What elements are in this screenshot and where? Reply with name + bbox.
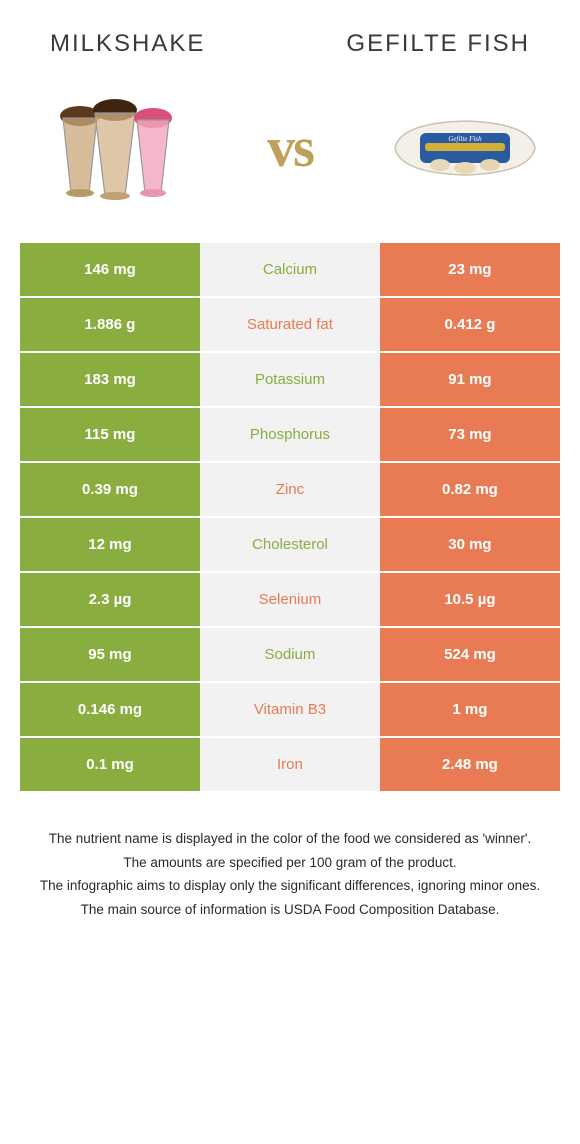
right-value-cell: 1 mg [380,683,560,736]
nutrient-row: 0.1 mgIron2.48 mg [20,738,560,793]
nutrient-name-cell: Saturated fat [200,298,380,351]
left-value-cell: 0.1 mg [20,738,200,791]
milkshake-icon [35,88,195,208]
footer-line: The infographic aims to display only the… [35,875,545,897]
nutrient-row: 183 mgPotassium91 mg [20,353,560,408]
nutrient-table: 146 mgCalcium23 mg1.886 gSaturated fat0.… [20,243,560,793]
nutrient-row: 1.886 gSaturated fat0.412 g [20,298,560,353]
header-row: Milkshake Gefilte fish [20,30,560,78]
nutrient-row: 0.146 mgVitamin B31 mg [20,683,560,738]
right-food-title: Gefilte fish [346,30,530,58]
left-value-cell: 1.886 g [20,298,200,351]
nutrient-name-cell: Iron [200,738,380,791]
nutrient-name-cell: Zinc [200,463,380,516]
right-value-cell: 23 mg [380,243,560,296]
footer-text: The nutrient name is displayed in the co… [20,828,560,920]
left-value-cell: 12 mg [20,518,200,571]
left-value-cell: 0.146 mg [20,683,200,736]
vs-label: vs [267,116,313,180]
left-value-cell: 0.39 mg [20,463,200,516]
right-value-cell: 524 mg [380,628,560,681]
left-value-cell: 183 mg [20,353,200,406]
left-value-cell: 146 mg [20,243,200,296]
right-value-cell: 0.82 mg [380,463,560,516]
nutrient-name-cell: Phosphorus [200,408,380,461]
svg-text:Gefilte Fish: Gefilte Fish [448,135,482,143]
vs-row: vs Gefilte Fish [20,78,560,218]
left-food-title: Milkshake [50,30,205,58]
nutrient-name-cell: Calcium [200,243,380,296]
right-value-cell: 91 mg [380,353,560,406]
nutrient-name-cell: Cholesterol [200,518,380,571]
right-value-cell: 10.5 µg [380,573,560,626]
left-value-cell: 2.3 µg [20,573,200,626]
right-value-cell: 2.48 mg [380,738,560,791]
infographic-container: Milkshake Gefilte fish vs [0,0,580,942]
left-value-cell: 115 mg [20,408,200,461]
nutrient-name-cell: Selenium [200,573,380,626]
nutrient-row: 95 mgSodium524 mg [20,628,560,683]
nutrient-row: 12 mgCholesterol30 mg [20,518,560,573]
footer-line: The main source of information is USDA F… [35,899,545,921]
milkshake-image [30,83,200,213]
footer-line: The nutrient name is displayed in the co… [35,828,545,850]
right-value-cell: 30 mg [380,518,560,571]
nutrient-name-cell: Vitamin B3 [200,683,380,736]
nutrient-row: 0.39 mgZinc0.82 mg [20,463,560,518]
right-value-cell: 0.412 g [380,298,560,351]
nutrient-row: 115 mgPhosphorus73 mg [20,408,560,463]
gefilte-image: Gefilte Fish [380,83,550,213]
nutrient-row: 146 mgCalcium23 mg [20,243,560,298]
left-value-cell: 95 mg [20,628,200,681]
nutrient-name-cell: Potassium [200,353,380,406]
right-value-cell: 73 mg [380,408,560,461]
nutrient-name-cell: Sodium [200,628,380,681]
gefilte-icon: Gefilte Fish [385,103,545,193]
nutrient-row: 2.3 µgSelenium10.5 µg [20,573,560,628]
footer-line: The amounts are specified per 100 gram o… [35,852,545,874]
